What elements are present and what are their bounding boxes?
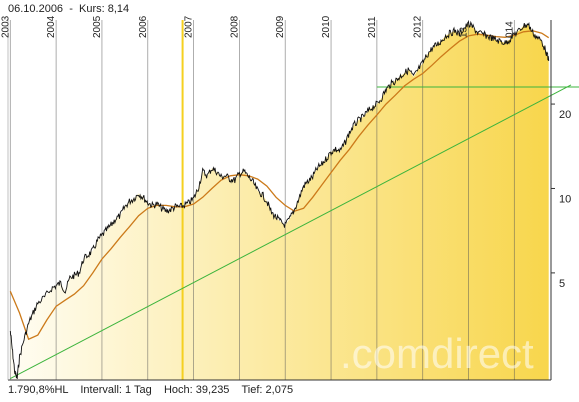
high-label: Hoch: [163,384,193,396]
tick-labels: 2003 2004 2005 2006 2007 2008 2009 2010 2011 2012… [0,15,571,290]
change-value: 1.790,8%HL [8,384,69,396]
x-tick-label-2013: 13 [459,26,470,38]
header-separator: - [69,3,73,15]
high-value: 39,235 [195,384,230,396]
x-tick-label-2008: 2008 [229,15,240,38]
chart-header: 06.10.2006 - Kurs: 8,14 [8,3,129,15]
x-tick-label-2007: 2007 [184,15,195,38]
trend-line-support [10,84,572,379]
quote-date: 06.10.2006 [8,3,64,15]
price-line [9,20,550,380]
y-tick-label-5: 5 [559,278,565,290]
low-label: Tief: [241,384,263,396]
kurs-label: Kurs: [78,3,105,15]
interval-label: Intervall: [80,384,122,396]
kurs-value: 8,14 [107,3,130,15]
interval-value: 1 Tag [125,384,152,396]
x-tick-label-2009: 2009 [275,15,286,38]
series-lines [9,20,579,380]
chart-footer: 1.790,8%HL Intervall: 1 Tag Hoch: 39,235… [8,384,293,396]
axes [7,20,555,381]
x-tick-label-2010: 2010 [321,15,332,38]
x-tick-label-2011: 2011 [367,16,378,38]
price-area [10,24,549,381]
low-value: 2,075 [265,384,294,396]
x-tick-label-2004: 2004 [46,15,57,38]
comdirect-watermark: .comdirect [340,330,534,377]
x-tick-label-2003: 2003 [0,15,11,38]
x-tick-label-2014: 014 [504,21,515,38]
x-tick-label-2012: 2012 [413,15,424,38]
year-gridlines [9,20,515,380]
moving-average-line [9,30,550,341]
x-tick-label-2006: 2006 [138,15,149,38]
y-tick-label-10: 10 [559,193,571,205]
price-area-fill [10,24,549,381]
y-tick-label-20: 20 [559,109,571,121]
x-tick-label-2005: 2005 [92,15,103,38]
